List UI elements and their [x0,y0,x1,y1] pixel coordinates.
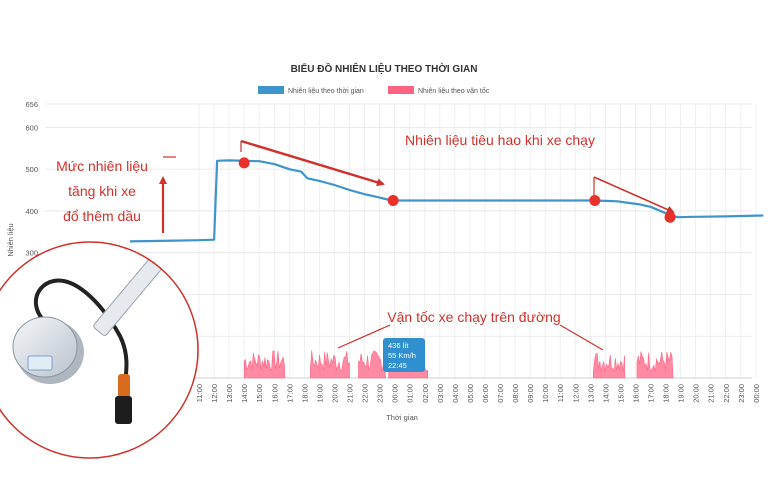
legend: Nhiên liệu theo thời gian Nhiên liệu the… [258,86,490,95]
x-tick-label: 14:00 [601,384,610,403]
annotation-refuel-line-2: tăng khi xe [68,183,136,199]
speed-pointer-2 [559,324,604,351]
speed-burst [243,350,286,379]
event-marker [589,194,601,206]
inset-border [0,241,199,459]
y-axis-label: Nhiên liệu [6,223,15,256]
x-tick-label: 19:00 [315,384,324,403]
speed-pointer-1 [337,324,391,349]
x-tick-label: 09:00 [526,384,535,403]
speed-burst [593,353,626,379]
tooltip-fuel: 436 lít [388,341,409,350]
x-tick-label: 13:00 [586,384,595,403]
x-tick-label: 05:00 [466,384,475,403]
tooltip: 436 lít 55 Km/h 22:45 [383,338,425,372]
tooltip-box [383,338,425,372]
fuel-line [129,159,764,243]
x-tick-label: 01:00 [406,384,415,403]
x-tick-label: 15:00 [616,384,625,403]
speed-series [243,350,674,379]
y-tick-label: 600 [25,123,38,132]
x-tick-label: 04:00 [451,384,460,403]
x-tick-label: 17:00 [647,384,656,403]
tooltip-speed: 55 Km/h [388,351,416,360]
speed-burst [358,350,386,379]
x-tick-label: 14:00 [240,384,249,403]
x-tick-label: 20:00 [330,384,339,403]
tooltip-time: 22:45 [388,361,407,370]
x-tick-label: 18:00 [662,384,671,403]
sensor-label [27,355,53,371]
x-tick-label: 17:00 [285,384,294,403]
sensor-photo-inset [0,219,199,459]
inset-background [0,242,198,458]
legend-swatch-fuel-time [258,86,284,94]
y-tick-label: 500 [25,165,38,174]
x-tick-label: 07:00 [496,384,505,403]
x-axis-label: Thời gian [386,413,418,422]
event-markers [238,157,676,223]
x-tick-label: 19:00 [677,384,686,403]
consumption-arrow-1 [240,139,385,187]
x-tick-label: 16:00 [631,384,640,403]
event-marker [238,157,250,169]
x-tick-label: 21:00 [346,384,355,403]
x-tick-label: 13:00 [225,384,234,403]
x-tick-label: 00:00 [391,384,400,403]
x-tick-label: 21:00 [707,384,716,403]
chart-title: BIỂU ĐỒ NHIÊN LIỆU THEO THỜI GIAN [291,62,478,75]
legend-label-fuel-time: Nhiên liệu theo thời gian [288,88,364,95]
legend-swatch-fuel-speed [388,86,414,94]
x-tick-label: 16:00 [270,384,279,403]
sensor-cable [33,278,129,393]
x-tick-label: 08:00 [511,384,520,403]
connector-cable [118,374,130,398]
x-tick-label: 20:00 [692,384,701,403]
x-tick-label: 15:00 [255,384,264,403]
speed-burst [636,351,674,379]
legend-label-fuel-speed: Nhiên liệu theo vận tốc [418,86,490,95]
x-tick-label: 11:00 [195,384,204,402]
annotation-arrows [159,139,675,351]
annotation-speed: Vận tốc xe chạy trên đường [387,309,560,325]
x-tick-label: 10:00 [541,384,550,403]
annotation-refuel: Mức nhiên liệu tăng khi xe đổ thêm dầu [56,158,148,224]
x-tick-label: 23:00 [737,384,746,403]
annotation-consumption: Nhiên liệu tiêu hao khi xe chạy [405,132,595,148]
x-tick-label: 12:00 [210,384,219,403]
event-marker [387,194,399,206]
y-tick-label: 400 [25,207,38,216]
x-tick-label: 00:00 [752,384,761,403]
x-tick-label: 22:00 [722,384,731,403]
connector-plug [115,396,132,424]
consumption-arrow-2 [593,176,675,214]
x-tick-label: 11:00 [556,384,565,402]
y-tick-label: 656 [25,100,38,109]
x-tick-label: 22:00 [361,384,370,403]
x-axis-ticks: 11:00 12:00 13:00 14:00 15:00 16:00 17:00 18:00… [195,384,761,403]
annotation-refuel-line-1: Mức nhiên liệu [56,158,148,174]
speed-burst [310,350,350,379]
x-tick-label: 18:00 [300,384,309,403]
x-tick-label: 23:00 [376,384,385,403]
x-tick-label: 03:00 [436,384,445,403]
x-tick-label: 12:00 [571,384,580,403]
y-tick-label: 300 [25,249,38,258]
annotation-refuel-line-3: đổ thêm dầu [63,208,141,224]
x-tick-label: 06:00 [481,384,490,403]
sensor-probe-tip [176,219,194,237]
x-tick-label: 02:00 [421,384,430,403]
event-marker [664,211,676,223]
